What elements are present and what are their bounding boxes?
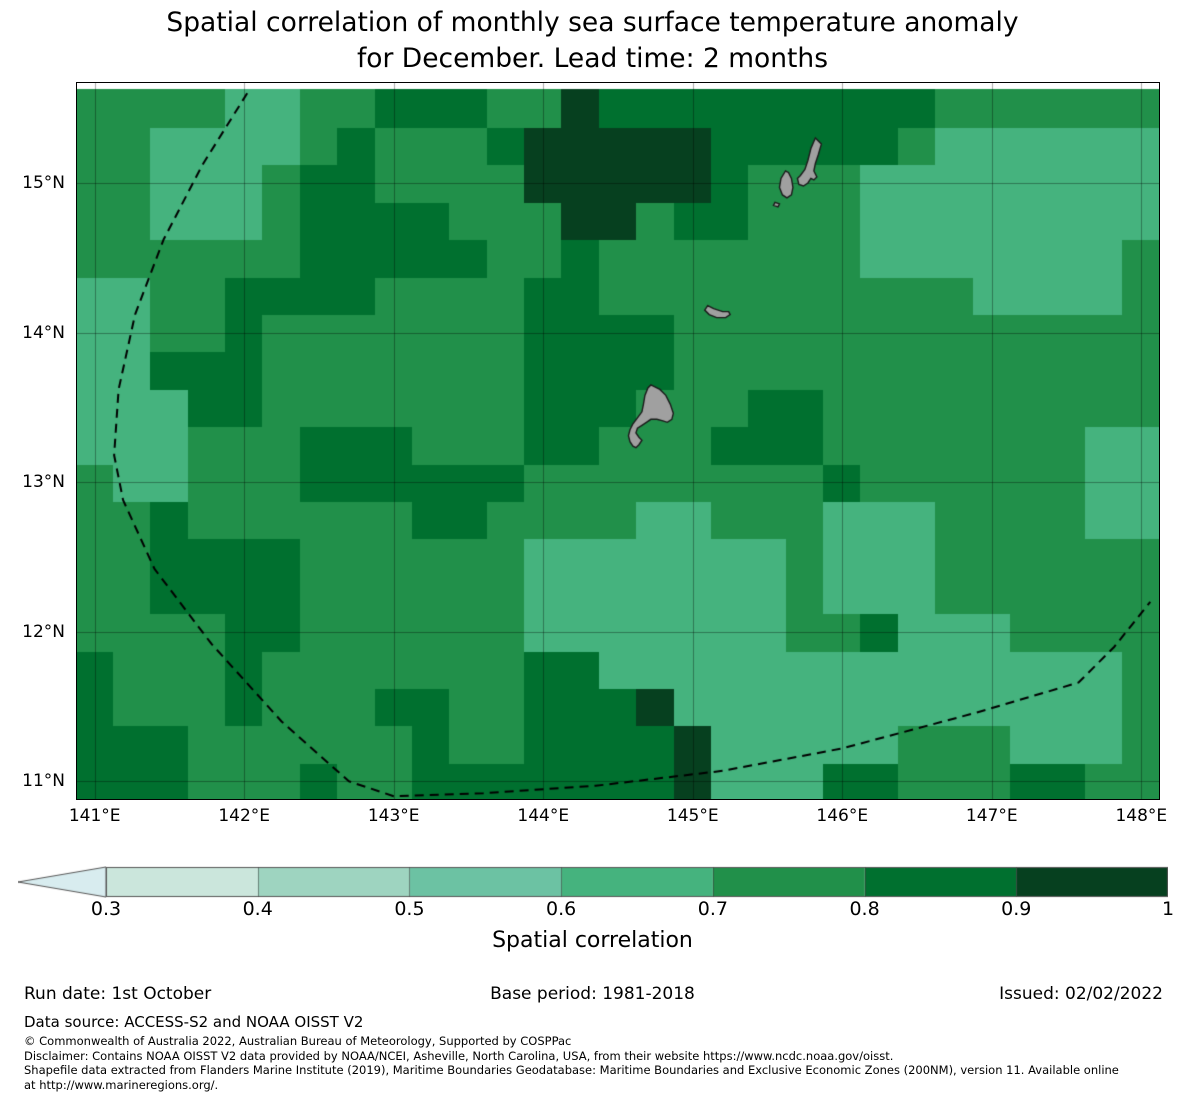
- colorbar-tick-label: 0.5: [394, 898, 425, 920]
- copyright-line: © Commonwealth of Australia 2022, Austra…: [24, 1034, 572, 1048]
- colorbar-tick-label: 0.3: [90, 898, 122, 920]
- x-tick-label: 143°E: [367, 806, 420, 826]
- colorbar-canvas: [18, 866, 1168, 898]
- x-tick-label: 145°E: [666, 806, 719, 826]
- map-plot-area: [76, 82, 1160, 800]
- colorbar-tick-label: 0.9: [1001, 898, 1032, 920]
- base-period: Base period: 1981-2018: [490, 984, 695, 1004]
- colorbar-tick-label: 0.4: [242, 898, 273, 920]
- y-tick-label: 12°N: [22, 621, 65, 642]
- x-tick-label: 144°E: [517, 806, 570, 826]
- colorbar-label: Spatial correlation: [492, 928, 693, 953]
- x-tick-label: 148°E: [1115, 806, 1168, 826]
- y-tick-label: 11°N: [22, 771, 65, 792]
- shapefile-line-1: Shapefile data extracted from Flanders M…: [24, 1063, 1119, 1078]
- y-tick-label: 13°N: [22, 472, 65, 493]
- issued-date: Issued: 02/02/2022: [999, 984, 1163, 1004]
- run-date: Run date: 1st October: [24, 984, 212, 1004]
- shapefile-line-2: at http://www.marineregions.org/.: [24, 1077, 219, 1092]
- x-tick-label: 147°E: [965, 806, 1018, 826]
- colorbar-tick-label: 0.7: [697, 898, 728, 920]
- correlation-heatmap-canvas: [76, 82, 1160, 800]
- x-tick-label: 142°E: [218, 806, 271, 826]
- colorbar-tick-label: 0.6: [546, 898, 577, 920]
- page-title: Spatial correlation of monthly sea surfa…: [166, 7, 1019, 74]
- fine-print: © Commonwealth of Australia 2022, Austra…: [24, 1034, 1174, 1092]
- y-tick-label: 15°N: [22, 172, 65, 193]
- disclaimer-line: Disclaimer: Contains NOAA OISST V2 data …: [24, 1048, 894, 1063]
- x-tick-label: 141°E: [68, 806, 121, 826]
- metadata-row: Run date: 1st October Base period: 1981-…: [0, 984, 1185, 1006]
- x-tick-label: 146°E: [816, 806, 869, 826]
- colorbar-tick-label: 0.8: [849, 898, 880, 920]
- colorbar-tick-label: 1: [1161, 898, 1175, 920]
- data-source: Data source: ACCESS-S2 and NOAA OISST V2: [24, 1013, 364, 1031]
- y-tick-label: 14°N: [22, 322, 65, 343]
- colorbar: [18, 866, 1168, 898]
